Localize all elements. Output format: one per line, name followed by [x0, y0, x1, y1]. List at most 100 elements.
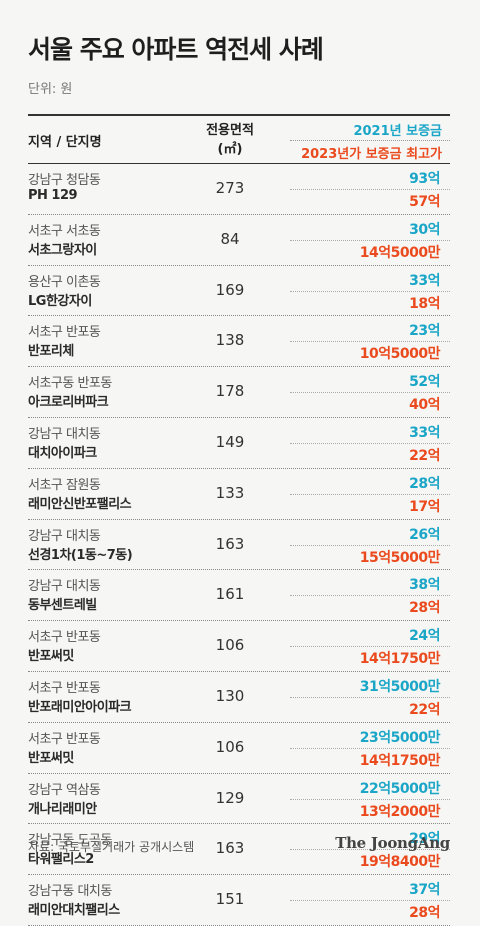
- row-region: 강남구동 도곡동: [28, 833, 112, 849]
- table-row: 강남구 청담동 PH 129 273 93억 57억: [28, 164, 450, 215]
- row-value-divider: [290, 747, 450, 749]
- row-deposit-2021: 30억: [409, 221, 440, 238]
- header-bottom-rule: [28, 163, 450, 164]
- row-region: 서초구 반포동: [28, 325, 101, 341]
- row-value-divider: [290, 544, 450, 546]
- row-value-divider: [290, 341, 450, 343]
- row-area: 149: [215, 432, 245, 451]
- header-divider: [290, 140, 450, 141]
- row-max-2023: 22억: [409, 447, 440, 464]
- row-value-divider: [290, 493, 450, 495]
- table-row: 서초구 반포동 반포래미안아이파크 130 31억5000만 22억: [28, 672, 450, 723]
- row-complex: 래미안신반포팰리스: [28, 496, 132, 512]
- row-deposit-2021: 22억5000만: [359, 780, 441, 797]
- row-max-2023: 15억5000만: [359, 549, 441, 566]
- row-deposit-2021: 23억: [409, 323, 440, 340]
- header-2023-label: 2023년가 보증금 최고가: [301, 147, 442, 162]
- row-deposit-2021: 24억: [409, 628, 440, 645]
- table-row: 서초구 잠원동 래미안신반포팰리스 133 28억 17억: [28, 469, 450, 520]
- row-max-2023: 13억2000만: [359, 803, 441, 820]
- row-complex: 타워팰리스2: [28, 852, 94, 868]
- row-area: 106: [215, 636, 245, 655]
- row-deposit-2021: 23억5000만: [359, 729, 441, 746]
- header-area-line2: (㎡): [217, 142, 243, 157]
- row-value-divider: [290, 392, 450, 394]
- row-deposit-2021: 26억: [409, 526, 440, 543]
- table-row: 서초구 반포동 반포써밋 106 24억 14억1750만: [28, 621, 450, 672]
- row-deposit-2021: 37억: [409, 882, 440, 899]
- row-area: 130: [215, 686, 245, 705]
- table-row: 강남구 대치동 선경1차(1동~7동) 163 26억 15억5000만: [28, 520, 450, 571]
- row-complex: PH 129: [28, 188, 78, 203]
- row-area: 163: [215, 839, 245, 858]
- row-region: 강남구 대치동: [28, 528, 101, 544]
- row-value-divider: [290, 290, 450, 292]
- row-complex: 반포써밋: [28, 649, 74, 665]
- row-area: 163: [215, 534, 245, 553]
- row-area: 151: [215, 890, 245, 909]
- row-region: 용산구 이촌동: [28, 274, 101, 290]
- row-area: 84: [220, 229, 240, 248]
- row-max-2023: 17억: [409, 498, 440, 515]
- row-deposit-2021: 33억: [409, 272, 440, 289]
- row-max-2023: 40억: [409, 397, 440, 414]
- row-value-divider: [290, 646, 450, 648]
- row-max-2023: 18억: [409, 295, 440, 312]
- row-value-divider: [290, 900, 450, 902]
- row-value-divider: [290, 696, 450, 698]
- row-max-2023: 14억1750만: [359, 651, 441, 668]
- row-max-2023: 10억5000만: [359, 346, 441, 363]
- row-region: 서초구 잠원동: [28, 477, 101, 493]
- row-max-2023: 28억: [409, 905, 440, 922]
- row-value-divider: [290, 798, 450, 800]
- header-area-label: 전용면적 (㎡): [180, 121, 280, 159]
- row-complex: 대치아이파크: [28, 445, 97, 461]
- row-max-2023: 14억1750만: [359, 752, 441, 769]
- table-row: 강남구동 대치동 래미안대치팰리스 151 37억 28억: [28, 875, 450, 926]
- table-row: 서초구 반포동 반포써밋 106 23억5000만 14억1750만: [28, 723, 450, 774]
- table-row: 서초구 서초동 서초그랑자이 84 30억 14억5000만: [28, 215, 450, 266]
- row-area: 178: [215, 382, 245, 401]
- row-area: 169: [215, 280, 245, 299]
- header-region-label: 지역 / 단지명: [28, 135, 102, 150]
- row-deposit-2021: 28억: [409, 475, 440, 492]
- row-area: 133: [215, 483, 245, 502]
- table-row: 용산구 이촌동 LG한강자이 169 33억 18억: [28, 266, 450, 317]
- row-max-2023: 14억5000만: [359, 244, 441, 261]
- row-complex: LG한강자이: [28, 293, 92, 309]
- header-2021-label: 2021년 보증금: [353, 124, 442, 139]
- table-row: 강남구 대치동 대치아이파크 149 33억 22억: [28, 418, 450, 469]
- table-row: 강남구 대치동 동부센트레빌 161 38억 28억: [28, 570, 450, 622]
- table-body: 강남구 청담동 PH 129 273 93억 57억 서초구 서초동 서초그랑자…: [28, 164, 450, 926]
- unit-note: 단위: 원: [28, 82, 73, 97]
- row-complex: 반포래미안아이파크: [28, 699, 132, 715]
- row-max-2023: 19억8400만: [359, 854, 441, 871]
- row-complex: 개나리래미안: [28, 801, 97, 817]
- row-area: 129: [215, 788, 245, 807]
- row-region: 강남구 대치동: [28, 579, 101, 595]
- row-complex: 래미안대치팰리스: [28, 903, 120, 919]
- row-region: 강남구 청담동: [28, 173, 101, 188]
- row-area: 273: [215, 179, 245, 197]
- row-region: 서초구 반포동: [28, 630, 101, 646]
- page-title: 서울 주요 아파트 역전세 사례: [28, 35, 324, 64]
- header-top-rule: [28, 114, 450, 116]
- row-value-divider: [290, 595, 450, 597]
- row-complex: 반포써밋: [28, 750, 74, 766]
- row-deposit-2021: 31억5000만: [359, 678, 441, 695]
- row-max-2023: 22억: [409, 701, 440, 718]
- row-value-divider: [290, 239, 450, 241]
- row-value-divider: [290, 849, 450, 851]
- row-region: 강남구 대치동: [28, 426, 101, 442]
- row-max-2023: 28억: [409, 600, 440, 617]
- row-region: 서초구 서초동: [28, 223, 101, 239]
- row-complex: 선경1차(1동~7동): [28, 547, 133, 563]
- row-deposit-2021: 38억: [409, 577, 440, 594]
- table-row: 서초구동 반포동 아크로리버파크 178 52억 40억: [28, 367, 450, 418]
- row-region: 강남구동 대치동: [28, 884, 112, 900]
- row-area: 138: [215, 331, 245, 350]
- row-area: 106: [215, 737, 245, 756]
- row-deposit-2021: 93억: [409, 171, 440, 187]
- row-max-2023: 57억: [409, 194, 440, 210]
- row-value-divider: [290, 189, 450, 190]
